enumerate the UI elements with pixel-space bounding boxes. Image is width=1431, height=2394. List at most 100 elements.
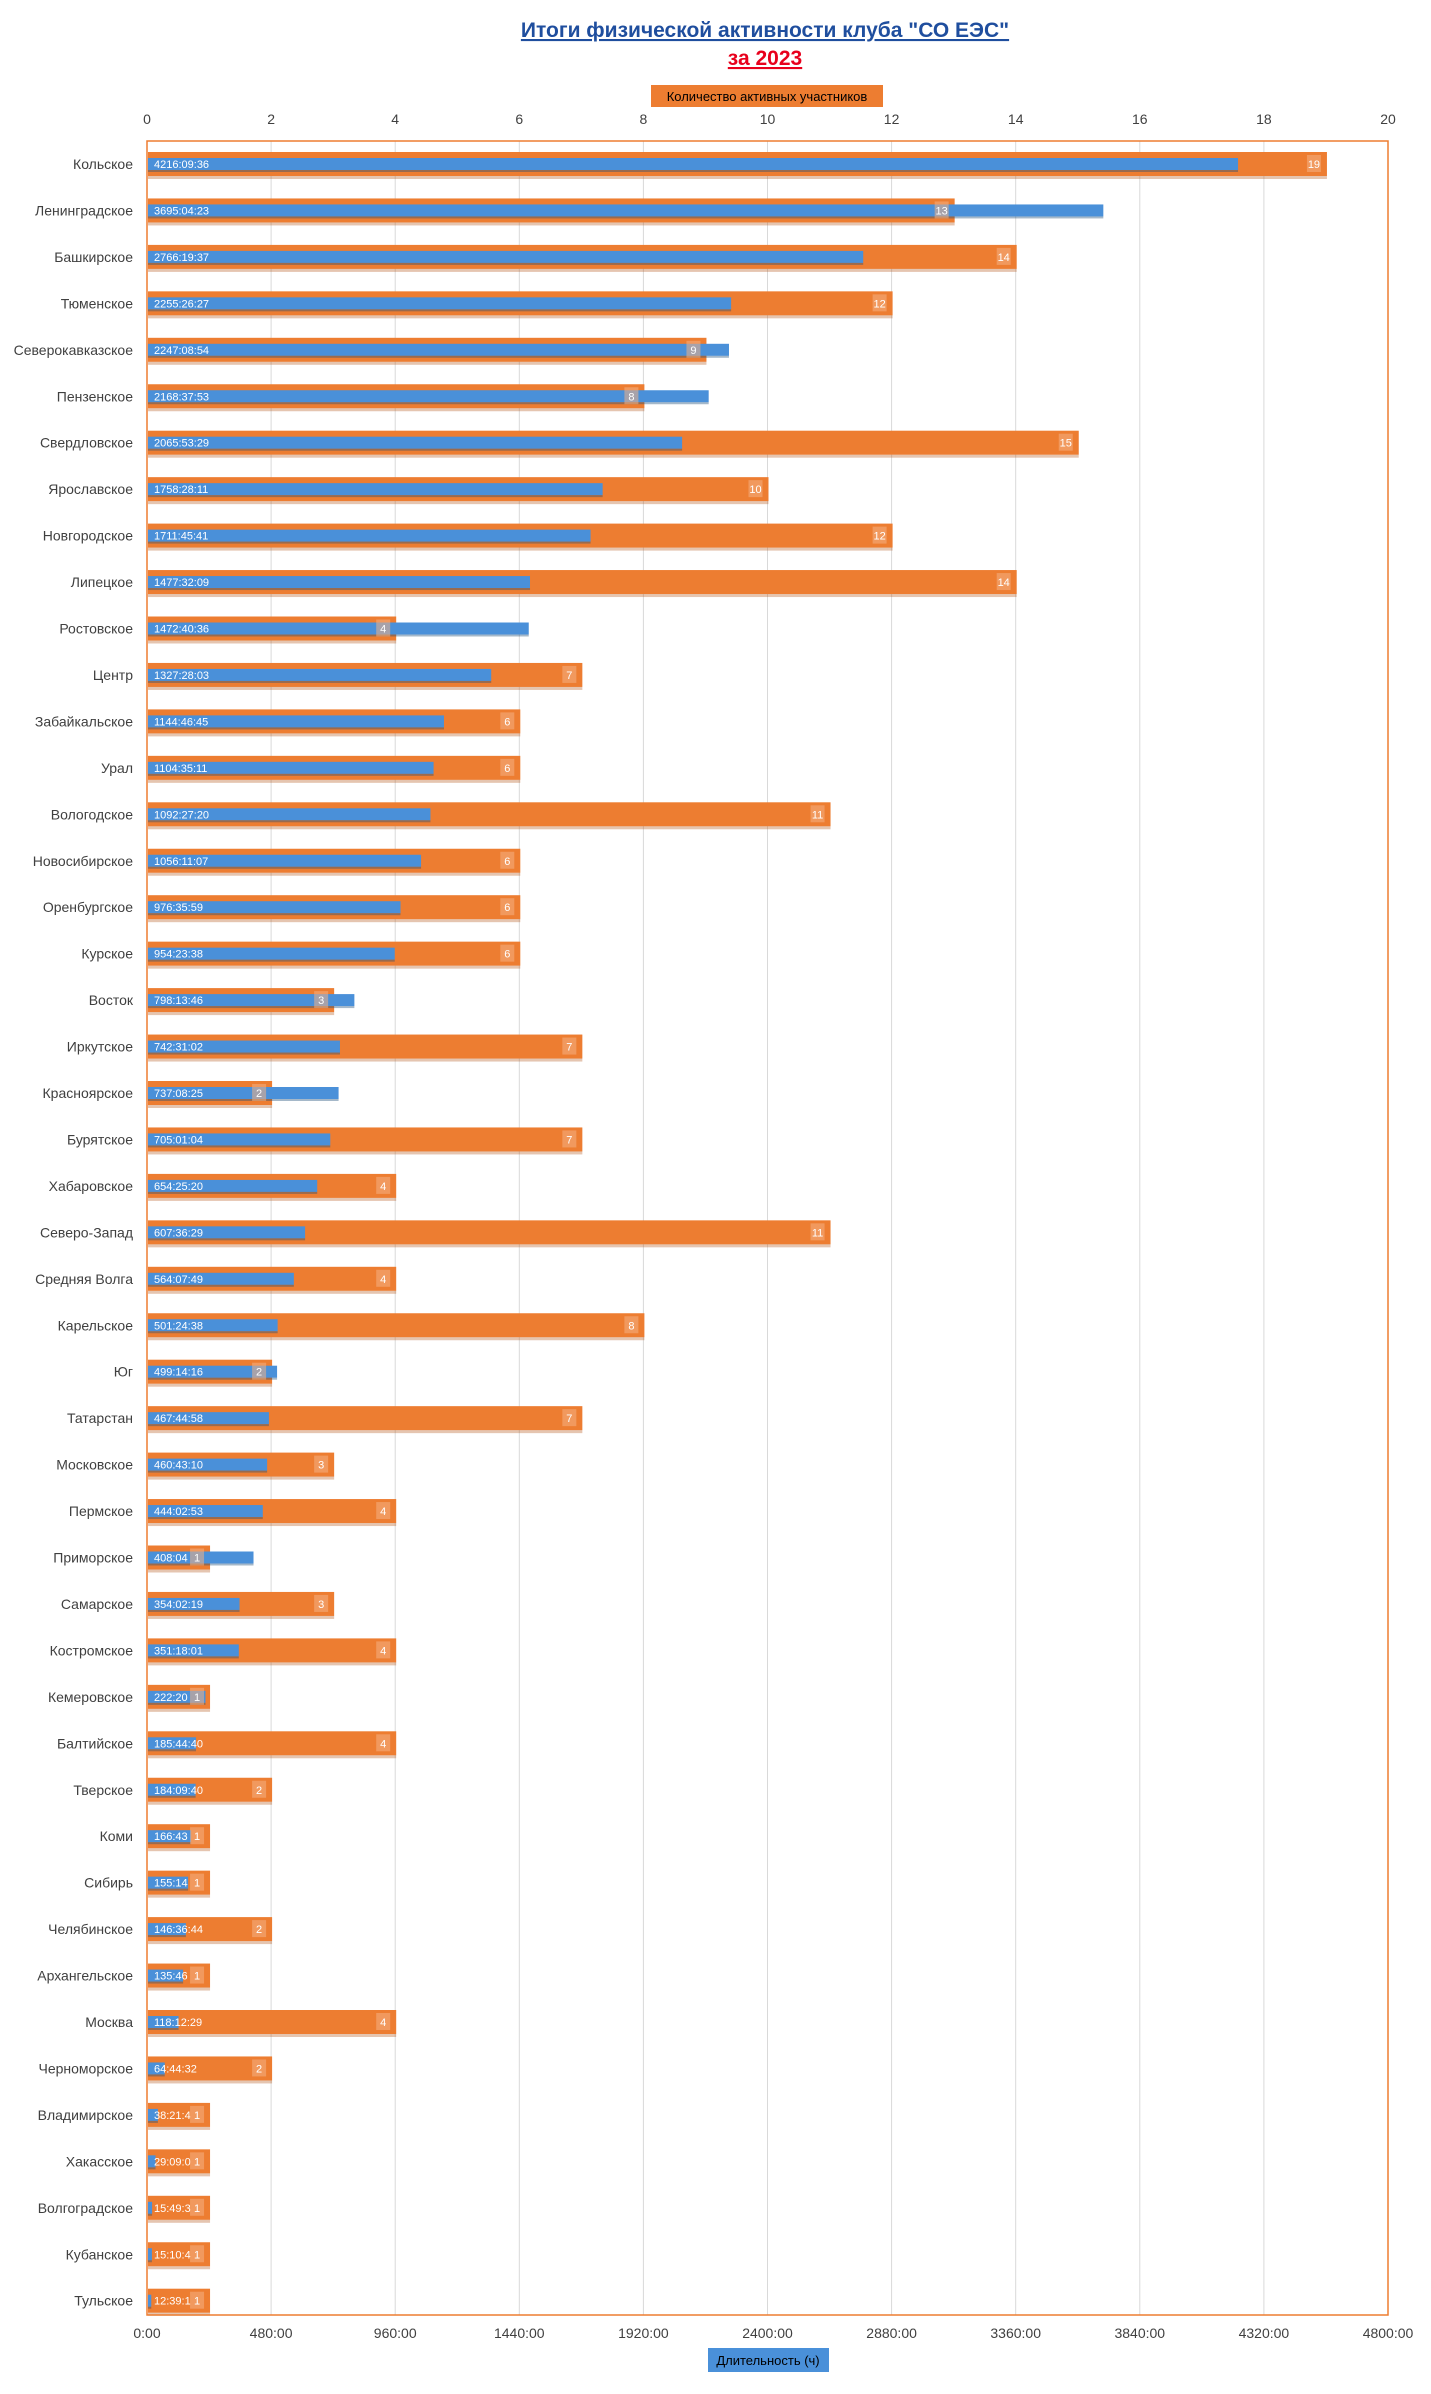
duration-bar-shadow xyxy=(148,1749,197,1752)
count-label-bg xyxy=(252,2059,267,2077)
category-label: Самарское xyxy=(61,1596,133,1612)
count-label: 19 xyxy=(1308,159,1320,171)
count-label-bg xyxy=(872,526,887,544)
duration-label: 3695:04:23 xyxy=(154,205,209,217)
category-label: Тюменское xyxy=(61,295,133,311)
duration-bar-shadow xyxy=(148,1981,184,1984)
count-label: 11 xyxy=(812,809,823,821)
category-label: Красноярское xyxy=(43,1085,134,1101)
count-label-bg xyxy=(810,805,825,823)
category-label: Северо-Запад xyxy=(40,1224,133,1240)
category-label: Ленинградское xyxy=(35,202,133,218)
duration-label: 2255:26:27 xyxy=(154,298,209,310)
count-label-bg xyxy=(252,1362,267,1380)
count-bar-shadow xyxy=(148,1151,583,1155)
duration-bar-shadow xyxy=(148,448,683,451)
duration-bar xyxy=(148,158,1239,170)
duration-bar xyxy=(148,1179,318,1192)
count-label: 6 xyxy=(504,716,510,728)
duration-bar xyxy=(148,2294,152,2307)
duration-bar xyxy=(148,1783,196,1796)
duration-label: 2766:19:37 xyxy=(154,252,209,264)
duration-bar xyxy=(148,1644,239,1657)
count-label-bg xyxy=(1058,433,1073,451)
duration-bar-shadow xyxy=(148,1191,318,1194)
duration-bar xyxy=(148,1597,240,1610)
duration-label: 737:08:25 xyxy=(154,1088,203,1100)
count-label-bg xyxy=(562,1037,577,1055)
count-label-bg xyxy=(190,2152,205,2170)
count-bar-shadow xyxy=(148,1105,273,1108)
duration-label: 155:14 xyxy=(154,1878,188,1890)
top-tick-label: 8 xyxy=(640,111,648,127)
duration-label: 444:02:53 xyxy=(154,1506,203,1518)
count-label: 7 xyxy=(566,1413,572,1425)
bottom-tick-label: 1440:00 xyxy=(494,2325,545,2341)
count-bar-shadow xyxy=(148,2266,211,2270)
duration-label: 460:43:10 xyxy=(154,1460,203,1472)
duration-bar-shadow xyxy=(148,727,444,730)
count-bar-shadow xyxy=(148,1337,645,1341)
duration-label: 29:09:0 xyxy=(154,2156,191,2168)
count-label-bg xyxy=(376,1176,391,1194)
count-label: 1 xyxy=(194,1831,200,1843)
duration-label: 467:44:58 xyxy=(154,1413,203,1425)
duration-bar-shadow xyxy=(148,1424,269,1427)
count-label-bg xyxy=(190,2105,205,2123)
bottom-tick-label: 2400:00 xyxy=(742,2325,793,2341)
category-label: Хакасское xyxy=(66,2153,133,2169)
duration-bar xyxy=(148,994,355,1007)
duration-bar xyxy=(148,1040,340,1053)
count-bar-shadow xyxy=(148,779,521,783)
count-label-bg xyxy=(500,712,515,730)
duration-bar-shadow xyxy=(148,1145,331,1148)
count-bar-shadow xyxy=(148,872,521,876)
duration-bar-shadow xyxy=(148,216,1104,219)
count-bar-shadow xyxy=(148,640,397,644)
duration-bar-shadow xyxy=(148,773,434,776)
duration-bar xyxy=(148,1876,189,1889)
duration-label: 499:14:16 xyxy=(154,1367,203,1379)
count-bar-shadow xyxy=(148,2126,211,2130)
category-label: Новгородское xyxy=(43,528,133,544)
count-label: 10 xyxy=(749,484,761,496)
bottom-axis-ticks: 0:00 480:00 960:00 1440:00 1920:00 2400:00 288… xyxy=(133,2325,1413,2341)
duration-label: 798:13:46 xyxy=(154,995,203,1007)
duration-bar xyxy=(148,1505,263,1518)
duration-label: 15:10:4 xyxy=(154,2249,191,2261)
duration-bar xyxy=(148,576,531,589)
duration-bar-shadow xyxy=(148,680,492,683)
count-label: 12 xyxy=(873,298,885,310)
count-bar-shadow xyxy=(148,1941,273,1945)
count-label: 1 xyxy=(194,1971,200,1983)
count-label: 1 xyxy=(194,1878,200,1890)
category-label: Свердловское xyxy=(40,435,133,451)
count-label: 4 xyxy=(380,1181,386,1193)
duration-bar xyxy=(148,2108,158,2121)
count-label: 2 xyxy=(256,1088,262,1100)
count-label: 8 xyxy=(628,1320,634,1332)
duration-bar-shadow xyxy=(148,1006,355,1009)
duration-bar-shadow xyxy=(148,1656,239,1659)
category-label: Балтийское xyxy=(57,1735,133,1751)
count-label-bg xyxy=(934,201,949,219)
category-label: Московское xyxy=(56,1457,133,1473)
count-bar-shadow xyxy=(148,1615,335,1619)
duration-bar-shadow xyxy=(148,1935,186,1938)
count-label-bg xyxy=(376,1502,391,1520)
duration-bar-shadow xyxy=(148,1609,240,1612)
count-label: 1 xyxy=(194,2110,200,2122)
category-label: Ростовское xyxy=(59,621,133,637)
count-label: 6 xyxy=(504,763,510,775)
duration-label: 38:21:4 xyxy=(154,2110,191,2122)
duration-bar-shadow xyxy=(148,1517,263,1520)
count-bar-shadow xyxy=(148,315,893,319)
top-axis-ticks: 0 2 4 6 8 10 12 14 16 18 20 xyxy=(143,111,1396,127)
duration-label: 1711:45:41 xyxy=(154,531,208,543)
count-bar-shadow xyxy=(148,1755,397,1759)
count-label: 11 xyxy=(812,1227,823,1239)
duration-label: 1477:32:09 xyxy=(154,577,209,589)
count-bar-shadow xyxy=(148,1569,211,1573)
top-tick-label: 18 xyxy=(1256,111,1272,127)
count-label-bg xyxy=(376,1269,391,1287)
